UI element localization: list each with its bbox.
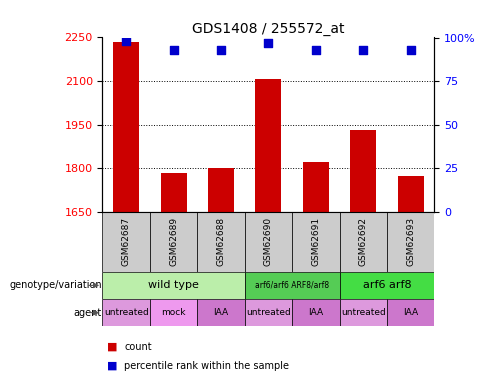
Bar: [350, 130, 376, 212]
Bar: [102, 272, 244, 299]
Bar: [244, 272, 340, 299]
Bar: [387, 299, 434, 326]
Bar: [197, 212, 244, 272]
Text: untreated: untreated: [246, 308, 291, 317]
Point: [170, 47, 178, 53]
Bar: [102, 212, 150, 272]
Bar: [150, 299, 197, 326]
Point: [359, 47, 367, 53]
Text: genotype/variation: genotype/variation: [9, 280, 102, 290]
Point: [217, 47, 225, 53]
Text: wild type: wild type: [148, 280, 199, 290]
Bar: [161, 173, 186, 212]
Text: arf6 arf8: arf6 arf8: [363, 280, 411, 290]
Bar: [113, 42, 139, 212]
Bar: [102, 299, 150, 326]
Bar: [197, 299, 244, 326]
Text: GSM62693: GSM62693: [406, 217, 415, 266]
Bar: [244, 299, 292, 326]
Point: [312, 47, 320, 53]
Text: untreated: untreated: [341, 308, 386, 317]
Text: untreated: untreated: [104, 308, 148, 317]
Bar: [255, 79, 282, 212]
Title: GDS1408 / 255572_at: GDS1408 / 255572_at: [192, 22, 345, 36]
Text: IAA: IAA: [308, 308, 324, 317]
Point: [264, 40, 272, 46]
Text: IAA: IAA: [403, 308, 418, 317]
Text: mock: mock: [162, 308, 186, 317]
Text: GSM62688: GSM62688: [217, 217, 225, 266]
Bar: [387, 212, 434, 272]
Text: arf6/arf6 ARF8/arf8: arf6/arf6 ARF8/arf8: [255, 281, 329, 290]
Bar: [398, 176, 424, 212]
Bar: [244, 212, 292, 272]
Text: IAA: IAA: [213, 308, 228, 317]
Bar: [303, 162, 329, 212]
Text: GSM62691: GSM62691: [311, 217, 320, 266]
Point: [122, 38, 130, 44]
Bar: [340, 272, 434, 299]
Bar: [340, 212, 387, 272]
Text: GSM62689: GSM62689: [169, 217, 178, 266]
Text: count: count: [124, 342, 152, 352]
Bar: [208, 168, 234, 212]
Text: ■: ■: [107, 342, 118, 352]
Text: ■: ■: [107, 361, 118, 370]
Text: agent: agent: [74, 308, 102, 318]
Text: GSM62690: GSM62690: [264, 217, 273, 266]
Text: percentile rank within the sample: percentile rank within the sample: [124, 361, 289, 370]
Bar: [292, 299, 340, 326]
Text: GSM62692: GSM62692: [359, 217, 368, 266]
Text: GSM62687: GSM62687: [122, 217, 131, 266]
Bar: [150, 212, 197, 272]
Bar: [292, 212, 340, 272]
Point: [407, 47, 414, 53]
Bar: [340, 299, 387, 326]
